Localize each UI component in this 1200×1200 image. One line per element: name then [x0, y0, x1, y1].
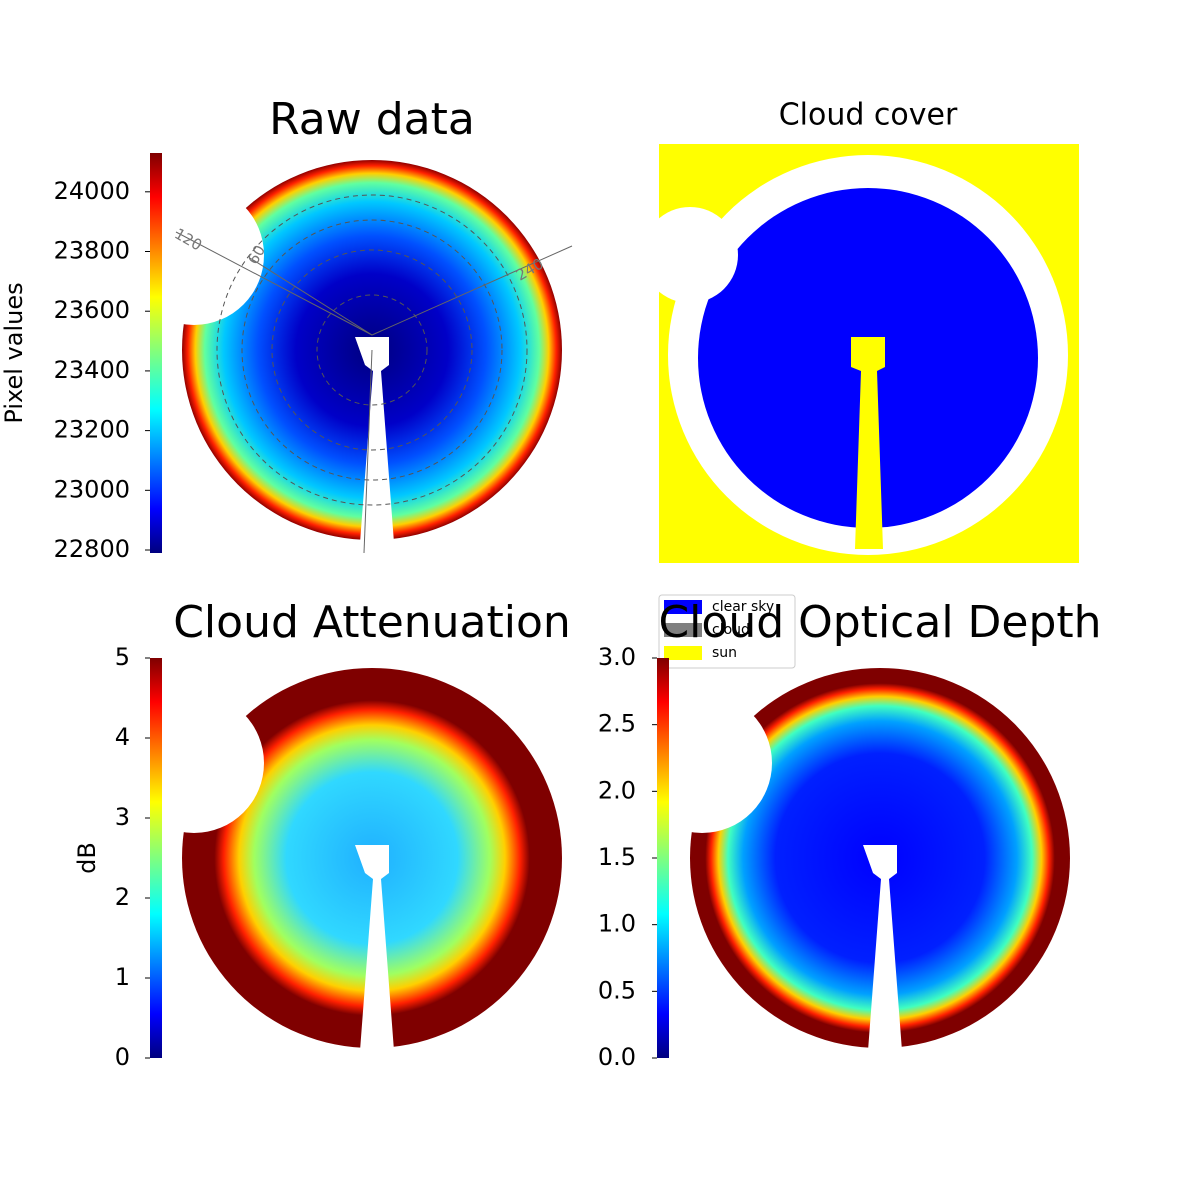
mast	[863, 845, 903, 1064]
colorbar-tick-label: 22800	[54, 535, 130, 563]
colorbar	[150, 153, 162, 553]
polar-axis	[363, 349, 373, 554]
colorbar-label: dB	[73, 842, 101, 874]
colorbar-tick-label: 0.0	[598, 1043, 636, 1071]
chart-title: Raw data	[269, 94, 475, 145]
colorbar-tick-label: 23000	[54, 475, 130, 503]
colorbar-tick-label: 2.0	[598, 776, 636, 804]
polar-axis	[175, 231, 373, 336]
chart-title: Cloud Attenuation	[173, 597, 571, 648]
colorbar-tick-label: 0	[115, 1043, 130, 1071]
colorbar-tick-label: 23400	[54, 356, 130, 384]
obstruction	[124, 185, 264, 325]
mast	[355, 337, 395, 556]
legend-label: cloud	[712, 622, 750, 638]
obstruction	[124, 693, 264, 833]
obstruction	[632, 693, 772, 833]
colorbar-label: Pixel values	[0, 282, 28, 423]
colorbar-tick-label: 1.0	[598, 910, 636, 938]
mast	[355, 845, 395, 1064]
polar-grid	[271, 249, 473, 451]
colorbar-tick-label: 2	[115, 883, 130, 911]
sun-region	[851, 337, 885, 549]
legend-swatch	[664, 623, 702, 637]
colorbar-tick-label: 3.0	[598, 643, 636, 671]
colorbar-tick-label: 5	[115, 643, 130, 671]
polar-grid	[216, 194, 528, 506]
colorbar-tick-label: 1	[115, 963, 130, 991]
colorbar-tick-label: 3	[115, 803, 130, 831]
chart-title: Cloud cover	[779, 98, 958, 133]
chart-title: Cloud Optical Depth	[658, 597, 1101, 648]
legend-label: clear sky	[712, 599, 774, 615]
polar-grid	[316, 294, 428, 406]
polar-axis	[249, 257, 373, 336]
colorbar-tick-label: 23600	[54, 296, 130, 324]
obstruction	[642, 207, 738, 303]
colorbar-tick-label: 4	[115, 723, 130, 751]
colorbar	[150, 658, 162, 1058]
polar-grid	[241, 219, 503, 481]
colorbar-tick-label: 1.5	[598, 843, 636, 871]
colorbar-tick-label: 0.5	[598, 976, 636, 1004]
legend: clear sky cloud sun	[658, 594, 796, 669]
colorbar-tick-label: 24000	[54, 177, 130, 205]
legend-swatch	[664, 600, 702, 614]
polar-axis	[371, 245, 573, 336]
colorbar-tick-label: 23800	[54, 237, 130, 265]
legend-swatch	[664, 646, 702, 660]
colorbar-tick-label: 23200	[54, 416, 130, 444]
colorbar	[657, 658, 669, 1058]
legend-label: sun	[712, 645, 737, 661]
colorbar-tick-label: 2.5	[598, 710, 636, 738]
